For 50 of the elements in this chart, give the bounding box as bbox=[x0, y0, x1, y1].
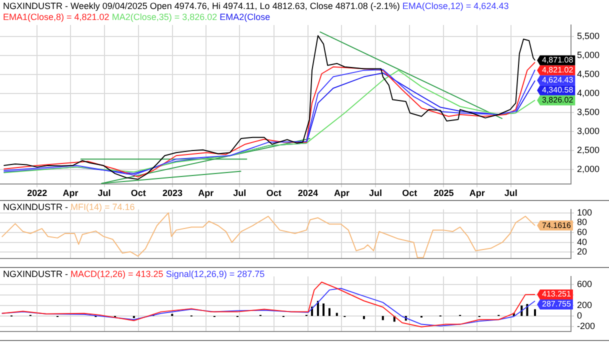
data-label: 287.755 bbox=[542, 300, 572, 309]
x-tick-label: Jul bbox=[368, 188, 382, 198]
y-tick-label: 4,500 bbox=[577, 68, 600, 79]
y-tick-label: 60 bbox=[577, 227, 588, 238]
text: Signal(12,26,9) = 287.75 bbox=[166, 269, 265, 279]
y-tick-label: 2,000 bbox=[577, 164, 600, 174]
x-tick-label: Jul bbox=[98, 188, 111, 198]
y-tick-label: 200 bbox=[577, 300, 592, 310]
y-tick-label: 40 bbox=[577, 236, 588, 247]
y-tick-label: 80 bbox=[577, 217, 588, 228]
text: EMA1(Close,8) = 4,821.02 bbox=[3, 12, 110, 22]
data-label: 4,624.43 bbox=[542, 76, 574, 85]
y-tick-label: -200 bbox=[577, 320, 596, 331]
x-tick-label: 2022 bbox=[27, 188, 48, 198]
x-tick-label: Oct bbox=[266, 188, 282, 198]
data-label: 4,871.08 bbox=[542, 56, 574, 65]
data-label: 4,340.58 bbox=[542, 86, 574, 95]
x-tick-label: Jul bbox=[504, 188, 518, 198]
data-label: 3,826.02 bbox=[542, 96, 574, 105]
x-tick-label: Apr bbox=[198, 188, 214, 198]
x-tick-label: 2025 bbox=[434, 188, 454, 198]
y-tick-label: 0 bbox=[577, 310, 582, 320]
x-tick-label: Oct bbox=[402, 188, 418, 198]
text: MA2(Close,35) = 3,826.02 bbox=[112, 12, 218, 22]
text: EMA(Close,12) = 4,624.43 bbox=[402, 1, 509, 11]
chart-title: NGXINDUSTR - Weekly 09/04/2025 Open 4974.76, Hi 4974.11, Lo 4812.63, Close 4871.08 (-2.1%) bbox=[3, 1, 401, 11]
x-tick-label: Oct bbox=[130, 188, 146, 198]
y-tick-label: 5,500 bbox=[577, 30, 600, 41]
text: EMA2(Close bbox=[220, 12, 270, 22]
x-tick-label: Apr bbox=[469, 188, 486, 198]
y-tick-label: 5,000 bbox=[577, 50, 600, 60]
y-tick-label: 100 bbox=[577, 207, 592, 218]
chart-title: NGXINDUSTR - bbox=[3, 269, 69, 279]
x-tick-label: Jul bbox=[233, 188, 246, 198]
y-tick-label: 600 bbox=[577, 279, 592, 290]
data-label: 74.1616 bbox=[542, 220, 572, 230]
x-tick-label: 2023 bbox=[162, 188, 183, 198]
y-tick-label: 4,000 bbox=[577, 88, 600, 98]
y-tick-label: 2,500 bbox=[577, 145, 600, 156]
data-label: 4,821.02 bbox=[542, 66, 574, 75]
y-tick-label: 20 bbox=[577, 246, 588, 257]
y-tick-label: 3,500 bbox=[577, 107, 600, 118]
text: MACD(12,26) = 413.25 bbox=[70, 269, 164, 279]
chart-title: NGXINDUSTR - bbox=[3, 202, 69, 212]
x-tick-label: Apr bbox=[334, 188, 350, 198]
y-tick-label: 3,000 bbox=[577, 126, 600, 136]
text: MFI(14) = 74.16 bbox=[70, 202, 135, 212]
x-tick-label: 2024 bbox=[298, 188, 318, 198]
x-tick-label: Apr bbox=[62, 188, 79, 198]
data-label: 413.251 bbox=[542, 290, 572, 299]
